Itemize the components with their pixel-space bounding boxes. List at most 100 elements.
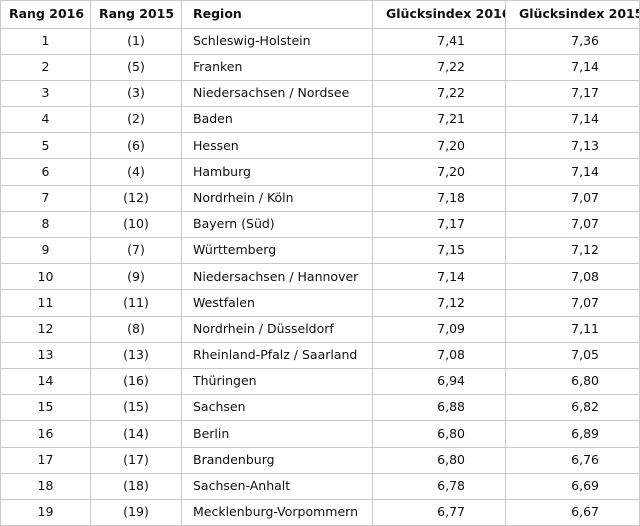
- table-row: 7 (12) Nordrhein / Köln 7,18 7,07: [0, 184, 640, 212]
- header-row: Rang 2016 Rang 2015 Region Glücksindex 2…: [0, 0, 640, 29]
- cell-rank-2016: 18: [0, 472, 91, 500]
- cell-index-2015: 6,89: [505, 420, 640, 448]
- table-row: 16 (14) Berlin 6,80 6,89: [0, 420, 640, 448]
- cell-index-2016: 7,17: [372, 210, 506, 239]
- cell-index-2015: 7,07: [505, 289, 640, 317]
- cell-rank-2015: (16): [90, 367, 182, 396]
- cell-index-2015: 7,14: [505, 53, 640, 81]
- cell-rank-2016: 10: [0, 263, 91, 291]
- cell-rank-2015: (7): [90, 236, 182, 265]
- cell-rank-2015: (13): [90, 341, 182, 369]
- cell-index-2016: 7,41: [372, 27, 506, 55]
- cell-rank-2016: 12: [0, 315, 91, 343]
- cell-region: Thüringen: [181, 367, 373, 396]
- cell-index-2015: 7,12: [505, 236, 640, 265]
- cell-index-2015: 6,69: [505, 472, 640, 500]
- table-row: 18 (18) Sachsen-Anhalt 6,78 6,69: [0, 472, 640, 500]
- cell-index-2016: 7,20: [372, 158, 506, 186]
- table-row: 4 (2) Baden 7,21 7,14: [0, 106, 640, 134]
- cell-index-2015: 6,67: [505, 498, 640, 526]
- table-row: 10 (9) Niedersachsen / Hannover 7,14 7,08: [0, 263, 640, 291]
- table-row: 11 (11) Westfalen 7,12 7,07: [0, 289, 640, 317]
- cell-index-2016: 6,77: [372, 498, 506, 526]
- cell-index-2016: 6,80: [372, 446, 506, 474]
- cell-region: Niedersachsen / Hannover: [181, 263, 373, 291]
- cell-index-2015: 7,36: [505, 27, 640, 55]
- table-row: 3 (3) Niedersachsen / Nordsee 7,22 7,17: [0, 79, 640, 108]
- cell-rank-2015: (17): [90, 446, 182, 474]
- cell-rank-2015: (10): [90, 210, 182, 239]
- cell-rank-2015: (3): [90, 79, 182, 108]
- table-row: 19 (19) Mecklenburg-Vorpommern 6,77 6,67: [0, 498, 640, 526]
- cell-index-2016: 6,80: [372, 420, 506, 448]
- cell-index-2016: 7,09: [372, 315, 506, 343]
- cell-rank-2016: 6: [0, 158, 91, 186]
- cell-index-2015: 7,07: [505, 184, 640, 212]
- cell-rank-2015: (14): [90, 420, 182, 448]
- cell-rank-2016: 9: [0, 236, 91, 265]
- cell-region: Sachsen: [181, 394, 373, 422]
- cell-index-2015: 7,08: [505, 263, 640, 291]
- table-row: 2 (5) Franken 7,22 7,14: [0, 53, 640, 81]
- cell-index-2016: 7,14: [372, 263, 506, 291]
- header-rank-2015: Rang 2015: [90, 0, 182, 29]
- cell-index-2015: 7,07: [505, 210, 640, 239]
- cell-region: Westfalen: [181, 289, 373, 317]
- cell-rank-2015: (4): [90, 158, 182, 186]
- cell-rank-2016: 8: [0, 210, 91, 239]
- cell-region: Nordrhein / Köln: [181, 184, 373, 212]
- cell-rank-2016: 3: [0, 79, 91, 108]
- cell-index-2016: 7,08: [372, 341, 506, 369]
- cell-index-2015: 7,11: [505, 315, 640, 343]
- table-row: 5 (6) Hessen 7,20 7,13: [0, 132, 640, 160]
- table-row: 9 (7) Württemberg 7,15 7,12: [0, 236, 640, 265]
- cell-rank-2016: 5: [0, 132, 91, 160]
- cell-region: Bayern (Süd): [181, 210, 373, 239]
- header-index-2016: Glücksindex 2016: [372, 0, 506, 29]
- cell-index-2016: 6,94: [372, 367, 506, 396]
- table-row: 13 (13) Rheinland-Pfalz / Saarland 7,08 7,05: [0, 341, 640, 369]
- cell-region: Hessen: [181, 132, 373, 160]
- table-header: Rang 2016 Rang 2015 Region Glücksindex 2…: [0, 0, 640, 29]
- cell-index-2015: 6,82: [505, 394, 640, 422]
- cell-index-2016: 7,22: [372, 53, 506, 81]
- cell-rank-2016: 1: [0, 27, 91, 55]
- cell-index-2015: 7,13: [505, 132, 640, 160]
- header-rank-2016: Rang 2016: [0, 0, 91, 29]
- header-region: Region: [181, 0, 373, 29]
- cell-index-2015: 6,76: [505, 446, 640, 474]
- cell-rank-2015: (2): [90, 106, 182, 134]
- table-row: 12 (8) Nordrhein / Düsseldorf 7,09 7,11: [0, 315, 640, 343]
- cell-rank-2016: 7: [0, 184, 91, 212]
- cell-index-2015: 6,80: [505, 367, 640, 396]
- cell-region: Berlin: [181, 420, 373, 448]
- table-row: 14 (16) Thüringen 6,94 6,80: [0, 367, 640, 396]
- table-row: 17 (17) Brandenburg 6,80 6,76: [0, 446, 640, 474]
- cell-rank-2015: (12): [90, 184, 182, 212]
- cell-rank-2015: (19): [90, 498, 182, 526]
- cell-rank-2015: (1): [90, 27, 182, 55]
- cell-region: Rheinland-Pfalz / Saarland: [181, 341, 373, 369]
- cell-region: Baden: [181, 106, 373, 134]
- cell-rank-2016: 11: [0, 289, 91, 317]
- cell-region: Franken: [181, 53, 373, 81]
- cell-region: Brandenburg: [181, 446, 373, 474]
- cell-index-2015: 7,14: [505, 106, 640, 134]
- cell-rank-2016: 17: [0, 446, 91, 474]
- cell-index-2016: 6,88: [372, 394, 506, 422]
- cell-rank-2015: (11): [90, 289, 182, 317]
- cell-index-2016: 7,21: [372, 106, 506, 134]
- cell-rank-2016: 16: [0, 420, 91, 448]
- cell-region: Niedersachsen / Nordsee: [181, 79, 373, 108]
- cell-region: Nordrhein / Düsseldorf: [181, 315, 373, 343]
- table-body: 1 (1) Schleswig-Holstein 7,41 7,36 2 (5) Franke…: [0, 27, 640, 526]
- cell-rank-2015: (5): [90, 53, 182, 81]
- cell-region: Württemberg: [181, 236, 373, 265]
- table-row: 1 (1) Schleswig-Holstein 7,41 7,36: [0, 27, 640, 55]
- cell-rank-2016: 15: [0, 394, 91, 422]
- cell-rank-2015: (15): [90, 394, 182, 422]
- cell-rank-2015: (8): [90, 315, 182, 343]
- cell-rank-2016: 2: [0, 53, 91, 81]
- cell-region: Mecklenburg-Vorpommern: [181, 498, 373, 526]
